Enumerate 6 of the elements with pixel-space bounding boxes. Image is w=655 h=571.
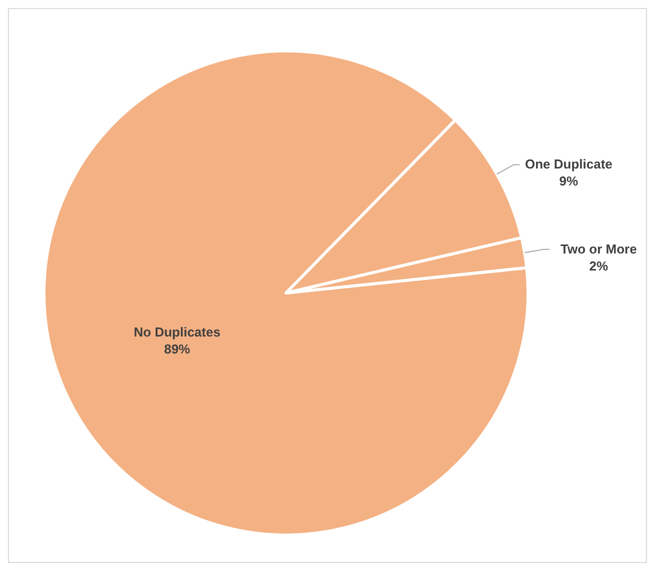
slice-label: No Duplicates bbox=[134, 324, 220, 340]
data-label: 89% bbox=[164, 342, 191, 357]
slice-label: Two or More bbox=[560, 241, 637, 256]
data-label: 2% bbox=[589, 258, 609, 274]
slice-label: One Duplicate bbox=[524, 156, 612, 172]
data-label: 9% bbox=[559, 174, 579, 189]
